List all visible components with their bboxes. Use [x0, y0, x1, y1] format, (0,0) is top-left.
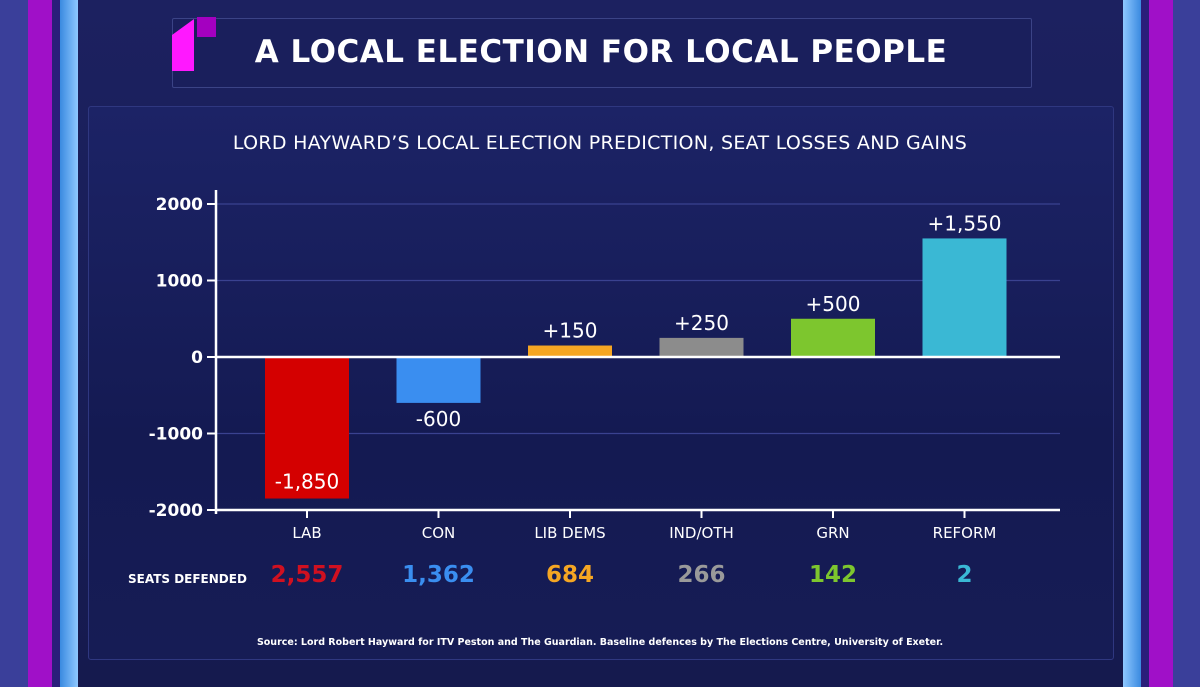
seats-defended-value: 142 [808, 562, 857, 588]
side-stripe [0, 0, 28, 687]
chart-panel [88, 106, 1114, 660]
x-tick-label: IND/OTH [669, 524, 734, 542]
x-tick-label: REFORM [933, 524, 997, 542]
data-label: +250 [674, 311, 729, 335]
side-stripe [60, 0, 78, 687]
seats-defended-value: 2 [956, 562, 973, 588]
seats-defended-value: 266 [677, 562, 726, 588]
data-label: +500 [806, 292, 861, 316]
bar-con [396, 357, 481, 403]
seats-defended-value: 1,362 [402, 562, 475, 588]
side-stripe [1141, 0, 1149, 687]
data-label: +150 [543, 319, 598, 343]
data-label: -600 [416, 407, 461, 431]
seats-defended-value: 684 [545, 562, 594, 588]
y-tick-label: 1000 [156, 272, 203, 292]
x-tick-label: GRN [816, 524, 849, 542]
x-tick-label: LAB [292, 524, 321, 542]
side-stripe [52, 0, 60, 687]
y-tick-label: -2000 [149, 501, 204, 521]
data-label: +1,550 [927, 211, 1001, 235]
page-title: A LOCAL ELECTION FOR LOCAL PEOPLE [254, 34, 948, 70]
data-label: -1,850 [275, 470, 339, 494]
bar-lab [265, 357, 349, 499]
bar-grn [791, 318, 875, 357]
side-stripe [1123, 0, 1141, 687]
side-stripe [28, 0, 52, 687]
seats-defended-label: SEATS DEFENDED [128, 572, 247, 586]
side-stripe [1173, 0, 1200, 687]
seats-defended-value: 2,557 [270, 562, 344, 588]
side-stripe [1149, 0, 1173, 687]
bar-lib-dems [528, 345, 612, 357]
y-tick-label: 0 [191, 348, 203, 368]
y-tick-label: 2000 [156, 195, 203, 215]
bar-ind-oth [659, 337, 744, 357]
y-tick-label: -1000 [149, 425, 204, 445]
chart-title: LORD HAYWARD’S LOCAL ELECTION PREDICTION… [232, 132, 968, 154]
channel-logo [172, 17, 216, 71]
source-note: Source: Lord Robert Hayward for ITV Pest… [256, 637, 944, 648]
x-tick-label: LIB DEMS [534, 524, 605, 542]
title-box [172, 18, 1032, 88]
bar-reform [922, 238, 1007, 357]
x-tick-label: CON [422, 524, 456, 542]
